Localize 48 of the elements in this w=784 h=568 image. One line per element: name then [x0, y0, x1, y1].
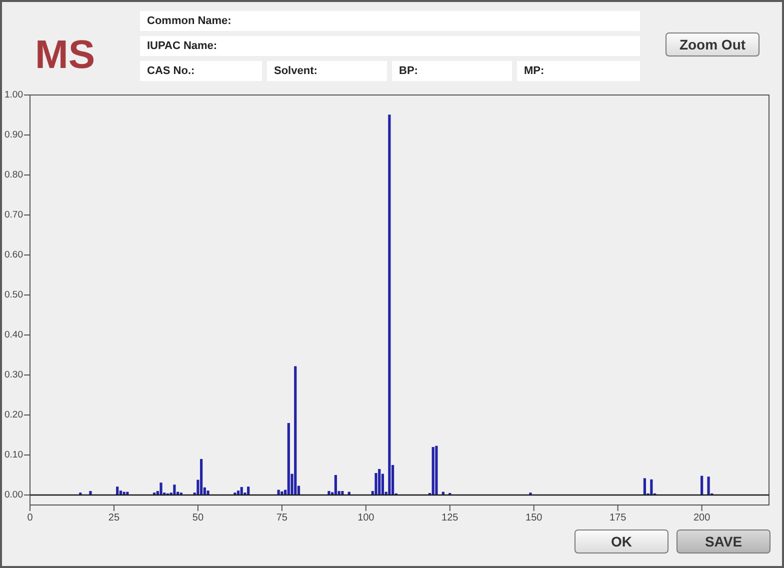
bar	[388, 114, 391, 495]
bar	[173, 484, 176, 495]
text: Zoom Out	[679, 36, 746, 52]
bar	[334, 475, 337, 495]
y-tick-label: 0.70	[4, 210, 23, 220]
bar	[650, 479, 653, 495]
x-tick-label: 150	[526, 512, 543, 524]
text: OK	[611, 534, 632, 550]
chart-title: MS	[35, 33, 95, 77]
bar	[378, 469, 381, 495]
y-tick-label: 0.10	[4, 450, 23, 460]
x-tick-label: 125	[442, 512, 459, 524]
bar	[435, 446, 438, 495]
y-tick-label: 0.60	[4, 250, 23, 260]
text: Solvent:	[274, 65, 318, 77]
text: BP:	[399, 65, 418, 77]
bar	[700, 476, 704, 495]
x-tick-label: 50	[192, 512, 204, 524]
text: IUPAC Name:	[147, 40, 218, 52]
y-tick-label: 0.90	[4, 130, 23, 140]
bar	[707, 476, 710, 495]
y-tick-label: 0.50	[4, 290, 23, 300]
x-tick-label: 75	[276, 512, 288, 524]
bar	[287, 423, 290, 495]
text: SAVE	[704, 534, 742, 550]
y-tick-label: 0.20	[4, 410, 23, 420]
bar	[247, 486, 250, 495]
bar	[116, 486, 119, 495]
bar	[432, 447, 434, 495]
x-tick-label: 100	[358, 512, 375, 524]
text: MP:	[524, 65, 544, 77]
y-tick-label: 1.00	[4, 90, 23, 100]
x-tick-label: 0	[27, 512, 34, 524]
x-tick-label: 175	[609, 512, 627, 524]
bar	[160, 482, 162, 495]
bar	[643, 478, 646, 495]
bar	[240, 487, 243, 495]
bar	[374, 473, 378, 495]
y-tick-label: 0.00	[4, 490, 23, 500]
text: CAS No.:	[147, 65, 195, 77]
text: Common Name:	[147, 15, 232, 27]
y-tick-label: 0.40	[4, 330, 23, 340]
bar	[200, 459, 203, 495]
y-tick-label: 0.80	[4, 170, 23, 180]
y-tick-label: 0.30	[4, 370, 23, 380]
bar	[294, 366, 297, 495]
x-tick-label: 25	[108, 512, 120, 524]
x-tick-label: 200	[693, 512, 711, 524]
